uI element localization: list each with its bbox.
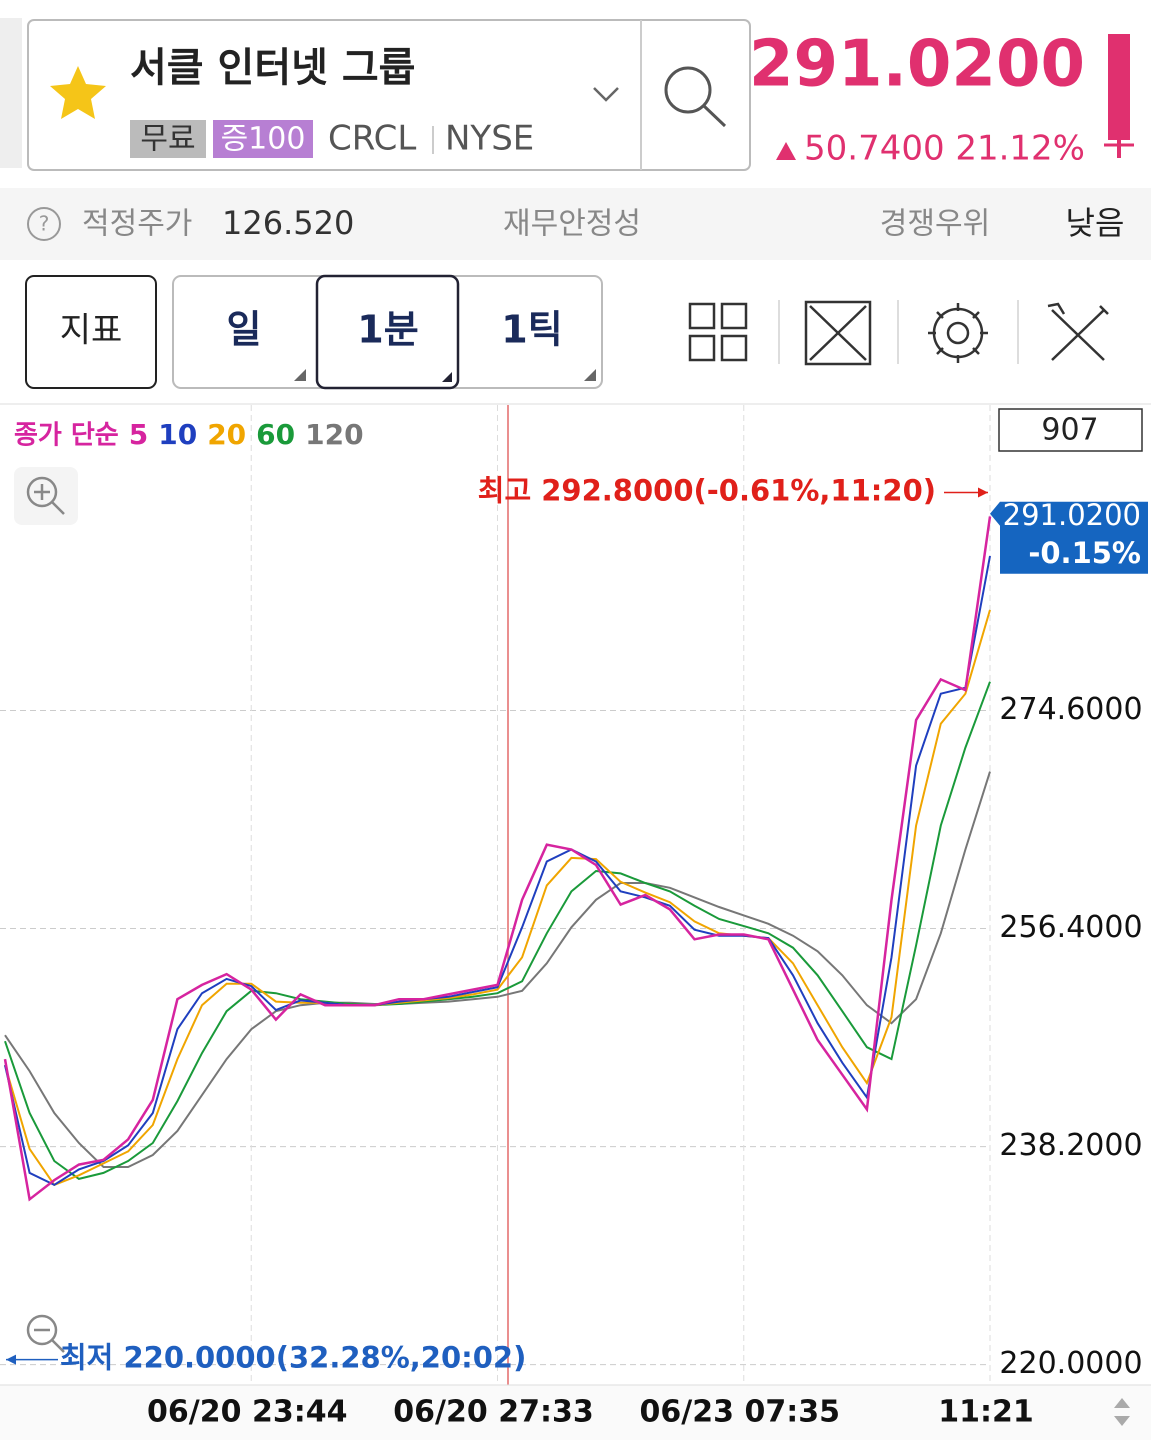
tag-bg bbox=[213, 120, 313, 158]
corner-mark bbox=[294, 369, 306, 381]
price-change-pct: 21.12% bbox=[955, 129, 1085, 169]
last-price: 291.0200 bbox=[1003, 498, 1141, 532]
competitive: 경쟁우위 bbox=[880, 207, 990, 242]
fair-price-label: 적정주가 bbox=[82, 207, 192, 242]
favorite-star[interactable] bbox=[50, 66, 106, 119]
zoom-in[interactable] bbox=[14, 467, 78, 525]
rating: 낮음 bbox=[1066, 204, 1125, 242]
x-tick-label: 06/20 23:44 bbox=[147, 1395, 347, 1430]
legend-entry: 20 bbox=[207, 418, 246, 451]
x-tick-label: 06/20 27:33 bbox=[393, 1395, 593, 1430]
tag-bg bbox=[130, 120, 206, 158]
x-axis-area bbox=[0, 1385, 1151, 1440]
ticker: CRCL bbox=[328, 119, 416, 159]
indicator-button[interactable] bbox=[25, 275, 157, 389]
settings-icon[interactable] bbox=[928, 303, 988, 363]
up-arrow bbox=[776, 142, 796, 160]
tag: 무료 bbox=[140, 122, 195, 157]
arrow-head bbox=[6, 1354, 16, 1365]
legend-entry: 5 bbox=[129, 418, 148, 451]
side-tab[interactable] bbox=[0, 18, 22, 168]
indicator-label: 지표 bbox=[60, 311, 123, 351]
plot bbox=[0, 405, 992, 1385]
count-box bbox=[998, 408, 1143, 452]
arrow-head bbox=[978, 487, 988, 498]
period-button[interactable]: 1틱 bbox=[501, 308, 562, 352]
x-tick-label: 11:21 bbox=[938, 1395, 1034, 1430]
last-price-tag bbox=[990, 501, 1148, 574]
ma-line bbox=[4, 555, 991, 1187]
stock-name: 서클 인터넷 그룹 bbox=[130, 45, 415, 91]
period-button[interactable]: 일 bbox=[227, 308, 262, 352]
zoom-in-icon bbox=[34, 484, 65, 515]
last-change: -0.15% bbox=[1028, 536, 1141, 570]
ma-line bbox=[4, 771, 991, 1168]
fair-price: 126.520 bbox=[222, 204, 354, 242]
period-button[interactable]: 1분 bbox=[357, 308, 418, 352]
stock-selector[interactable] bbox=[27, 19, 751, 171]
high-label: 최고 292.8000(-0.61%,11:20) bbox=[478, 473, 936, 507]
help-icon[interactable] bbox=[27, 207, 61, 241]
corner-mark bbox=[584, 369, 596, 381]
count: 907 bbox=[1041, 413, 1098, 448]
corner-mark bbox=[442, 372, 452, 382]
y-tick-label: 274.6000 bbox=[999, 692, 1142, 727]
separator bbox=[0, 403, 1151, 405]
info-bar bbox=[0, 188, 1151, 260]
price-change: 50.7400 bbox=[804, 129, 945, 169]
y-tick-label: 238.2000 bbox=[999, 1128, 1142, 1163]
current-price: 291.0200 bbox=[749, 28, 1085, 102]
ma-line bbox=[3, 516, 992, 1202]
zoom-out-icon bbox=[34, 1328, 65, 1353]
legend-entry: 60 bbox=[256, 418, 295, 451]
y-tick-label: 220.0000 bbox=[999, 1346, 1142, 1381]
price-candle bbox=[1108, 34, 1130, 140]
tag: 증100 bbox=[221, 122, 306, 157]
legend-entry: 120 bbox=[305, 418, 363, 451]
zoom-in-icon bbox=[26, 476, 58, 508]
search-icon-handle bbox=[702, 104, 727, 128]
layout-icon[interactable] bbox=[688, 302, 748, 362]
legend-entry: 10 bbox=[158, 418, 197, 451]
period-selected[interactable] bbox=[315, 274, 460, 390]
stability: 재무안정성 bbox=[503, 207, 641, 242]
low-label: 최저 220.0000(32.28%,20:02) bbox=[60, 1341, 526, 1375]
ma-line bbox=[4, 681, 991, 1180]
search-icon[interactable] bbox=[664, 66, 712, 114]
dropdown-icon[interactable] bbox=[593, 87, 619, 102]
y-tick-label: 256.4000 bbox=[999, 910, 1142, 945]
fullscreen-icon[interactable] bbox=[804, 300, 872, 366]
ma-line bbox=[4, 609, 991, 1187]
x-tick-label: 06/23 07:35 bbox=[640, 1395, 840, 1430]
tools-icon[interactable] bbox=[1047, 302, 1109, 361]
help-icon-glyph: ? bbox=[39, 212, 50, 236]
scroll-icon[interactable] bbox=[1114, 1398, 1130, 1426]
exchange: NYSE bbox=[445, 119, 534, 159]
legend-title: 종가 단순 bbox=[14, 421, 119, 451]
